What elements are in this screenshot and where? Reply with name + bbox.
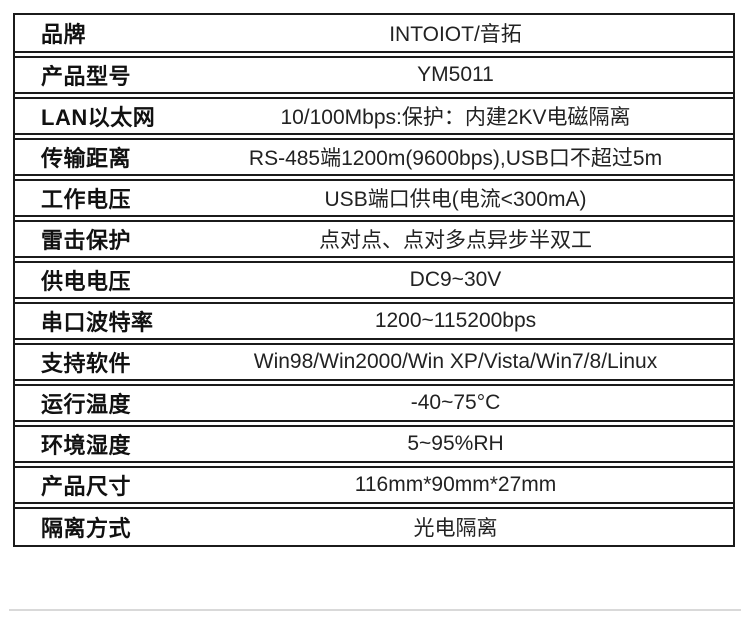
row-value: 5~95%RH — [407, 432, 504, 455]
table-row-isolation-method: 隔离方式 光电隔离 — [15, 507, 733, 545]
row-label: 串口波特率 — [41, 310, 154, 335]
row-value: 光电隔离 — [413, 517, 498, 540]
row-label: 产品型号 — [41, 64, 132, 89]
table-row-operating-temperature: 运行温度 -40~75°C — [15, 384, 733, 422]
row-value: DC9~30V — [409, 268, 502, 291]
table-row-model: 产品型号 YM5011 — [15, 56, 733, 94]
row-value: YM5011 — [417, 63, 494, 86]
row-label: 传输距离 — [41, 146, 132, 171]
row-value: RS-485端1200m(9600bps),USB口不超过5m — [248, 147, 663, 170]
row-value: 1200~115200bps — [374, 309, 537, 332]
table-row-baud-rate: 串口波特率 1200~115200bps — [15, 302, 733, 340]
table-row-transmission-distance: 传输距离 RS-485端1200m(9600bps),USB口不超过5m — [15, 138, 733, 176]
table-row-product-size: 产品尺寸 116mm*90mm*27mm — [15, 466, 733, 504]
table-row-supported-software: 支持软件 Win98/Win2000/Win XP/Vista/Win7/8/L… — [15, 343, 733, 381]
row-label: 隔离方式 — [41, 516, 132, 541]
row-value: Win98/Win2000/Win XP/Vista/Win7/8/Linux — [253, 350, 658, 373]
table-row-ambient-humidity: 环境湿度 5~95%RH — [15, 425, 733, 463]
table-row-lan-ethernet: LAN以太网 10/100Mbps:保护：内建2KV电磁隔离 — [15, 97, 733, 135]
row-label: 供电电压 — [41, 269, 132, 294]
row-label: 雷击保护 — [41, 228, 132, 253]
table-row-supply-voltage: 供电电压 DC9~30V — [15, 261, 733, 299]
row-label: 运行温度 — [41, 392, 132, 417]
row-value: -40~75°C — [410, 391, 501, 414]
row-value: INTOIOT/音拓 — [389, 23, 522, 46]
row-label: 品牌 — [41, 22, 87, 47]
row-label: 产品尺寸 — [41, 474, 132, 499]
row-value: 10/100Mbps:保护：内建2KV电磁隔离 — [280, 106, 631, 129]
table-row-brand: 品牌 INTOIOT/音拓 — [15, 15, 733, 53]
row-label: 环境湿度 — [41, 433, 132, 458]
row-label: 工作电压 — [41, 187, 132, 212]
row-value: 点对点、点对多点异步半双工 — [319, 229, 592, 252]
row-value: 116mm*90mm*27mm — [354, 473, 557, 496]
row-value: USB端口供电(电流<300mA) — [324, 188, 587, 211]
bottom-divider — [9, 609, 741, 611]
table-row-working-voltage: 工作电压 USB端口供电(电流<300mA) — [15, 179, 733, 217]
row-label: 支持软件 — [41, 351, 132, 376]
row-label: LAN以太网 — [41, 105, 156, 130]
table-row-lightning-protection: 雷击保护 点对点、点对多点异步半双工 — [15, 220, 733, 258]
product-spec-table: 品牌 INTOIOT/音拓 产品型号 YM5011 LAN以太网 10/100M… — [13, 13, 735, 547]
